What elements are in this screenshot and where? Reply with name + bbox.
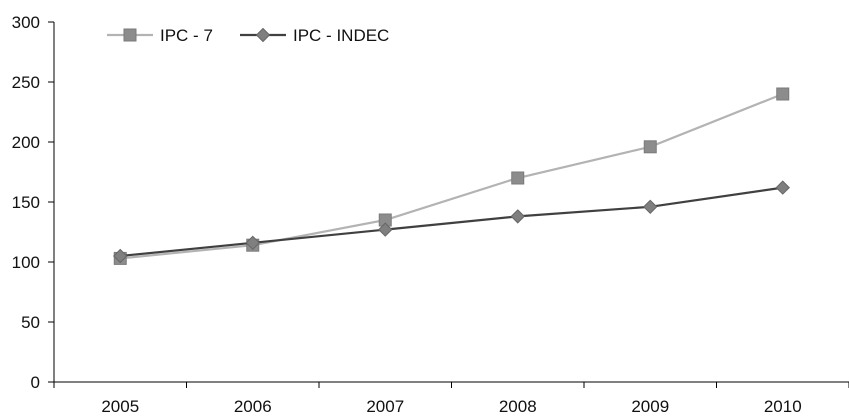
- y-tick-label: 250: [12, 73, 40, 92]
- x-tick-label: 2005: [101, 397, 139, 416]
- data-point: [643, 140, 657, 154]
- y-tick-label: 100: [12, 253, 40, 272]
- axes: 0 50 100 150 200 250 300 2005 2006 2007 2008 2009 20…: [12, 13, 849, 416]
- y-tick-label: 50: [21, 313, 40, 332]
- data-point: [776, 87, 790, 101]
- y-tick-label: 150: [12, 193, 40, 212]
- legend-marker: [255, 27, 271, 43]
- y-tick-label: 200: [12, 133, 40, 152]
- legend-label: IPC - 7: [160, 26, 213, 45]
- data-point: [643, 199, 658, 215]
- data-point: [775, 180, 790, 195]
- data-point: [245, 235, 260, 251]
- x-tick-label: 2009: [631, 397, 669, 416]
- legend-item: IPC - INDEC: [240, 26, 389, 45]
- series-line: [120, 186, 783, 258]
- data-point: [378, 222, 393, 237]
- x-tick-label: 2010: [764, 397, 802, 416]
- data-point: [113, 248, 128, 264]
- legend: IPC - 7 IPC - INDEC: [107, 26, 389, 45]
- y-tick-label: 300: [12, 13, 40, 32]
- data-point: [510, 209, 525, 224]
- data-point: [511, 171, 525, 185]
- series-layer: [113, 87, 790, 265]
- x-tick-label: 2006: [234, 397, 272, 416]
- series-2: [113, 180, 790, 264]
- series-1: [113, 87, 790, 265]
- series-line: [120, 92, 784, 260]
- legend-marker: [123, 28, 137, 42]
- legend-item: IPC - 7: [107, 26, 213, 45]
- x-tick-label: 2008: [499, 397, 537, 416]
- x-tick-label: 2007: [366, 397, 404, 416]
- y-tick-label: 0: [31, 373, 40, 392]
- legend-label: IPC - INDEC: [293, 26, 389, 45]
